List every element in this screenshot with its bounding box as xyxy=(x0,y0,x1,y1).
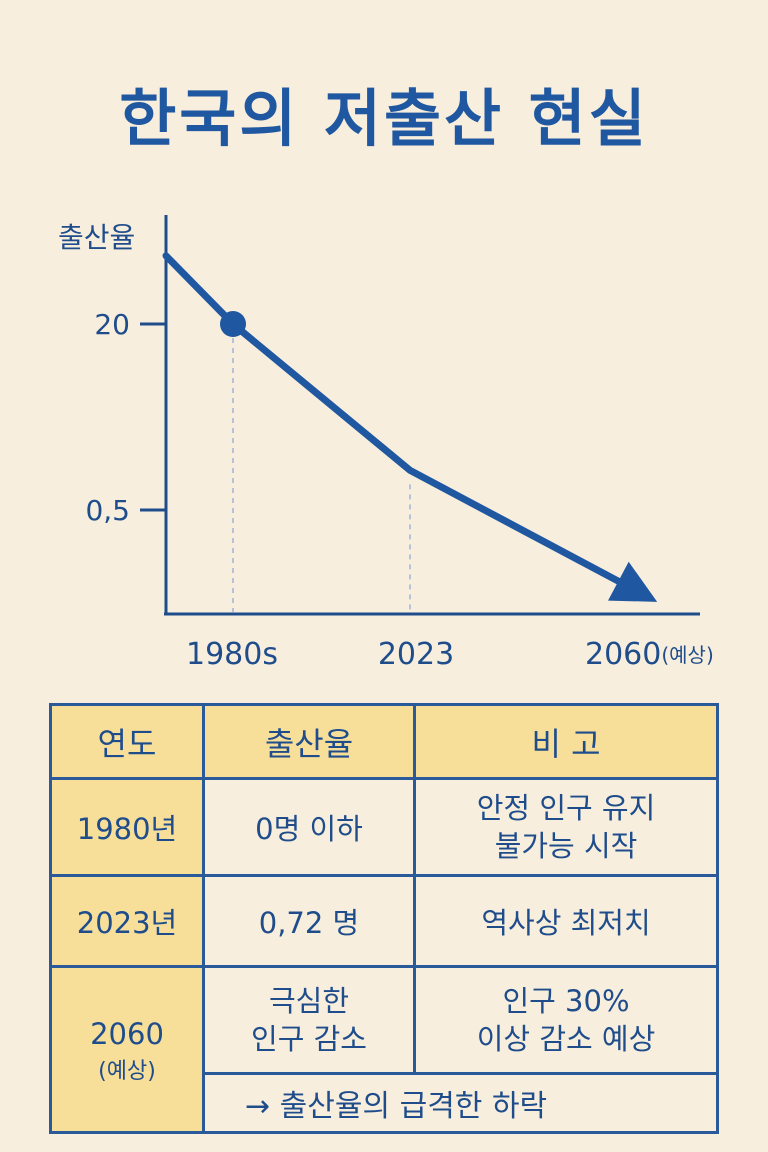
note-line: 불가능 시작 xyxy=(494,829,638,863)
rate-cell: 극심한 인구 감소 xyxy=(202,965,416,1075)
year-cell: 2023년 xyxy=(49,874,205,968)
rate-cell: 0명 이하 xyxy=(202,777,416,877)
chart-svg: 200,5 출산율 1980s 2023 2060(예상) xyxy=(58,215,714,672)
table-footer-row: → 출산율의 급격한 하락 xyxy=(51,1072,719,1134)
table-row: 1980년 0명 이하 안정 인구 유지 불가능 시작 xyxy=(49,777,719,877)
year-value: 2060 xyxy=(90,1016,164,1051)
y-axis-label: 출산율 xyxy=(58,221,135,254)
note-cell: 안정 인구 유지 불가능 시작 xyxy=(413,777,719,877)
year-cell: 1980년 xyxy=(49,777,205,877)
table-row: 2023년 0,72 명 역사상 최저치 xyxy=(49,874,719,968)
data-point-1980s xyxy=(220,311,246,337)
x-tick-label-2060-suffix: (예상) xyxy=(661,643,713,667)
rate-cell: 0,72 명 xyxy=(202,874,416,968)
header-rate: 출산율 xyxy=(202,703,416,780)
rate-line: 인구 감소 xyxy=(251,1022,367,1056)
note-line: 이상 감소 예상 xyxy=(476,1022,656,1056)
note-cell: 인구 30% 이상 감소 예상 xyxy=(413,965,719,1075)
table-header-row: 연도 출산율 비 고 xyxy=(49,703,719,780)
guide-lines xyxy=(232,338,411,612)
note-cell: 역사상 최저치 xyxy=(413,874,719,968)
series-line xyxy=(162,252,626,587)
y-tick-label-1: 0,5 xyxy=(85,494,130,527)
birth-rate-table: 연도 출산율 비 고 1980년 0명 이하 안정 인구 유지 불가능 시작 2… xyxy=(49,703,719,1134)
note-line: 안정 인구 유지 xyxy=(476,791,656,825)
page-title: 한국의 저출산 현실 xyxy=(119,82,649,155)
header-note: 비 고 xyxy=(413,703,719,780)
y-tick-label-0: 20 xyxy=(94,308,130,341)
table-row: 2060 (예상) 극심한 인구 감소 인구 30% 이상 감소 예상 xyxy=(49,965,719,1134)
x-tick-label-1980s: 1980s xyxy=(186,637,278,672)
y-ticks: 200,5 xyxy=(85,308,166,527)
note-line: 인구 30% xyxy=(502,984,630,1018)
footer-note: → 출산율의 급격한 하락 xyxy=(202,1072,719,1134)
x-tick-label-2060-year: 2060 xyxy=(585,637,661,672)
x-tick-label-2060: 2060(예상) xyxy=(585,637,714,672)
header-year: 연도 xyxy=(49,703,205,780)
birth-rate-chart: 20 0,5 출산율 1980s 2023 2060(예상) xyxy=(0,200,768,680)
year-cell: 2060 (예상) xyxy=(49,965,205,1134)
rate-line: 극심한 xyxy=(268,984,350,1018)
year-sub: (예상) xyxy=(98,1058,156,1084)
x-tick-label-2023: 2023 xyxy=(378,637,454,672)
series-arrow-head xyxy=(608,561,658,602)
